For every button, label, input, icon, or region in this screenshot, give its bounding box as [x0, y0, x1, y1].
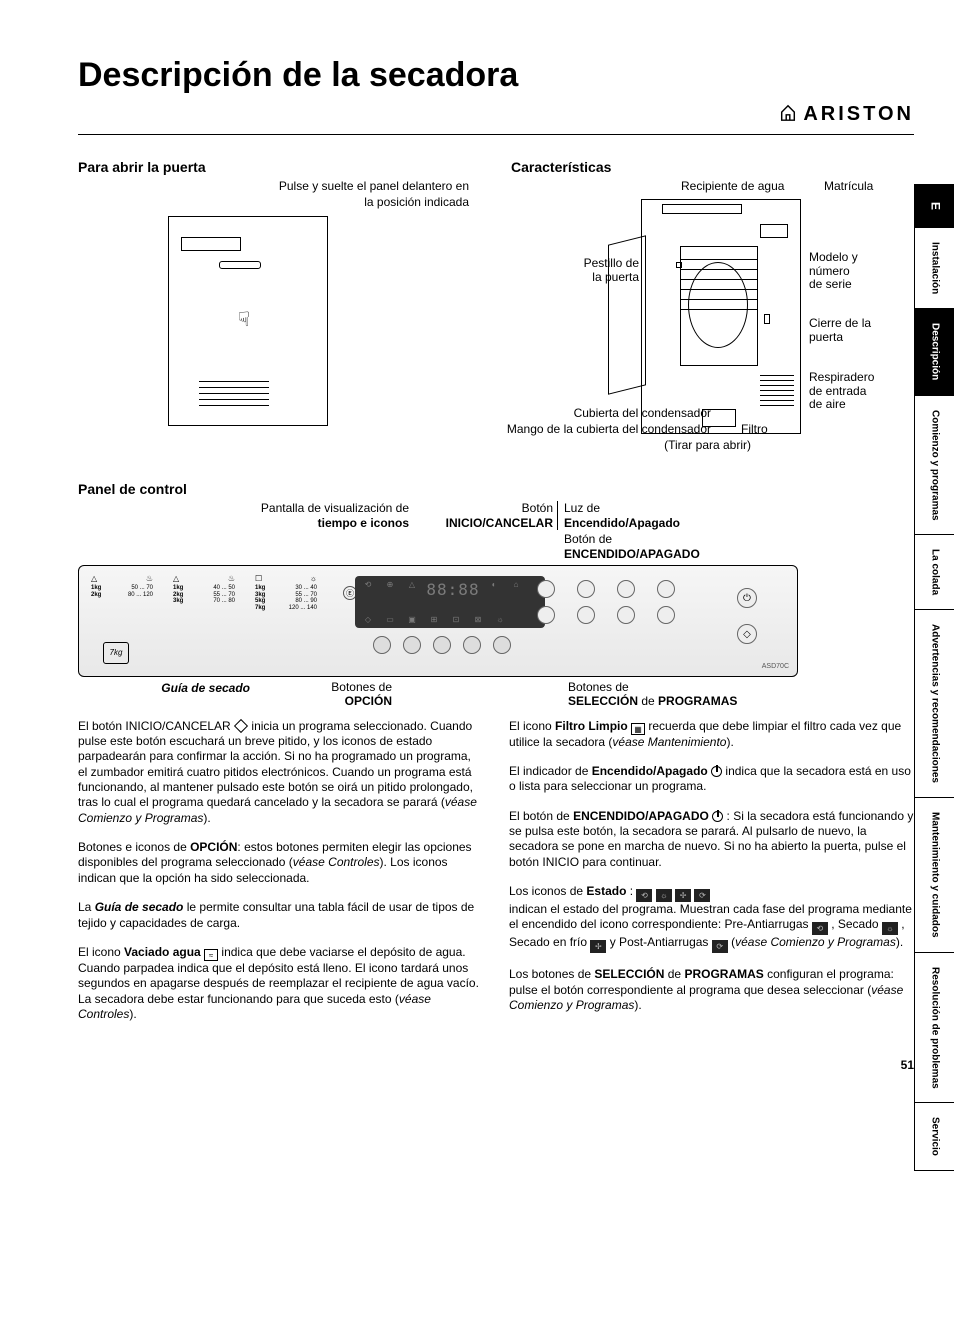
label-onoff-button: Botón deENCENDIDO/APAGADO	[558, 532, 700, 561]
tab-advertencias[interactable]: Advertencias y recomendaciones	[914, 609, 954, 798]
start-cancel-icon	[234, 718, 248, 732]
tab-descripcion[interactable]: Descripción	[914, 308, 954, 395]
tab-colada[interactable]: La colada	[914, 534, 954, 610]
start-icon: ◇	[737, 624, 757, 644]
label-condenser-cover: Cubierta del condensador	[543, 407, 711, 420]
clean-filter-icon: ▦	[631, 723, 645, 735]
side-tab-strip: E Instalación Descripción Comienzo y pro…	[914, 184, 954, 1170]
empty-water-icon: ≈	[204, 949, 218, 961]
pre-anticrease-icon: ⟲	[812, 922, 828, 935]
programme-buttons-grid	[537, 580, 677, 624]
label-rating-plate: Matrícula	[824, 179, 873, 193]
label-door-latch: Pestillo dela puerta	[561, 257, 639, 283]
label-display-screen: Pantalla de visualización de tiempo e ic…	[78, 501, 413, 561]
onoff-button-icon	[712, 811, 723, 822]
status-icon-1: ⟲	[636, 889, 652, 902]
label-water-container: Recipiente de agua	[681, 179, 784, 193]
max-load-icon: 7kg	[103, 642, 129, 664]
page-number: 51	[78, 1058, 914, 1072]
label-pull-open: (Tirar para abrir)	[621, 439, 751, 452]
option-buttons-row	[373, 636, 511, 654]
body-right-column: El icono Filtro Limpio ▦ recuerda que de…	[509, 719, 914, 1037]
tab-instalacion[interactable]: Instalación	[914, 227, 954, 309]
brand-logo: ARISTON	[78, 103, 914, 128]
door-open-diagram: ☟	[168, 216, 348, 456]
title-rule	[78, 134, 914, 135]
power-icon: ⏻	[737, 588, 757, 608]
hand-press-icon: ☟	[224, 307, 264, 332]
panel-heading: Panel de control	[78, 481, 914, 497]
drying-icon: ☼	[882, 922, 898, 935]
label-condenser-handle: Mango de la cubierta del condensador	[473, 423, 711, 436]
label-onoff-light: Luz deEncendido/Apagado	[558, 501, 680, 530]
status-icon-3: ✢	[675, 889, 691, 902]
power-start-buttons: ⏻ ◇	[737, 588, 757, 644]
tab-mantenimiento[interactable]: Mantenimiento y cuidados	[914, 797, 954, 953]
onoff-light-icon	[711, 766, 722, 777]
label-start-cancel-btn: BotónINICIO/CANCELAR	[433, 501, 558, 530]
label-door-catch: Cierre de lapuerta	[809, 317, 871, 343]
tab-language[interactable]: E	[914, 184, 954, 228]
page-title: Descripción de la secadora	[78, 56, 914, 95]
model-code-text: ASD70C	[762, 663, 789, 670]
body-left-column: El botón INICIO/CANCELAR inicia un progr…	[78, 719, 483, 1037]
label-model-serial: Modelo ynúmerode serie	[809, 251, 858, 291]
tab-resolucion[interactable]: Resolución de problemas	[914, 952, 954, 1104]
status-icon-4: ⟳	[694, 889, 710, 902]
door-open-heading: Para abrir la puerta	[78, 159, 481, 175]
label-drying-guide: Guía de secado	[78, 681, 258, 709]
lcd-display: ⟲⊕△88:88◐⌂ ◇▭▣⊞⊡⊠☼	[355, 576, 545, 628]
cool-dry-icon: ✢	[590, 940, 606, 953]
label-programme-buttons: Botones de SELECCIÓN de PROGRAMAS	[562, 681, 914, 709]
tab-comienzo[interactable]: Comienzo y programas	[914, 395, 954, 536]
door-open-instruction: Pulse y suelte el panel delantero en la …	[78, 179, 481, 210]
brand-text: ARISTON	[803, 103, 914, 125]
label-air-vent: Respiraderode entradade aire	[809, 371, 874, 411]
control-panel-diagram: △♨1kg50 ... 702kg80 ... 120 △♨1kg40 ... …	[78, 565, 798, 677]
house-icon	[779, 104, 797, 128]
tab-servicio[interactable]: Servicio	[914, 1102, 954, 1171]
label-option-buttons: Botones deOPCIÓN	[258, 681, 392, 709]
drying-guide-tables: △♨1kg50 ... 702kg80 ... 120 △♨1kg40 ... …	[91, 574, 317, 611]
status-icon-2: ☼	[656, 889, 672, 902]
features-heading: Características	[511, 159, 914, 175]
label-filter: Filtro	[741, 423, 768, 436]
post-anticrease-icon: ⟳	[712, 940, 728, 953]
